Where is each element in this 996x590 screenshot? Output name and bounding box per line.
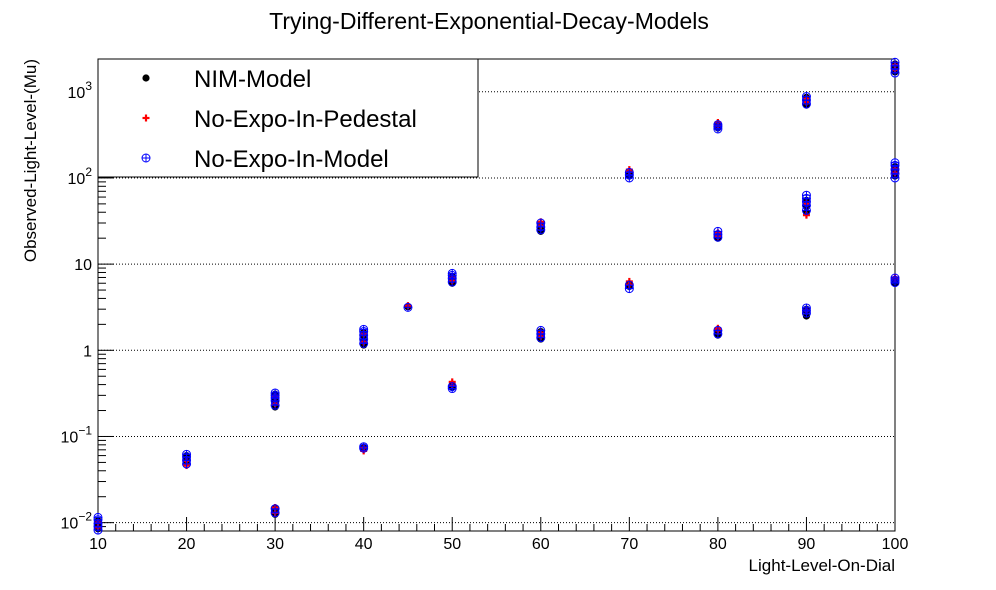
data-point <box>624 167 634 177</box>
x-tick-label: 60 <box>532 536 550 553</box>
x-tick-label: 50 <box>443 536 461 553</box>
y-tick-label: 10−1 <box>61 423 93 446</box>
y-tick-label: 103 <box>68 79 93 102</box>
plot-frame <box>97 58 896 532</box>
data-point <box>801 303 811 313</box>
legend: NIM-Model No-Expo-In-Pedestal No-Expo-In-M… <box>97 58 479 178</box>
x-tick-label: 10 <box>89 536 107 553</box>
x-tick-label: 80 <box>709 536 727 553</box>
x-tick-label: 40 <box>355 536 373 553</box>
x-tick-label: 100 <box>882 536 909 553</box>
data-point <box>403 302 413 312</box>
data-points <box>93 57 900 535</box>
legend-marker <box>142 114 150 122</box>
x-tick-label: 30 <box>266 536 284 553</box>
data-point <box>270 388 280 398</box>
x-axis-title: Light-Level-On-Dial <box>749 556 895 575</box>
x-axis: 10 20 30 40 50 60 70 80 90 100 <box>89 517 908 553</box>
data-point <box>447 382 457 392</box>
legend-marker <box>141 153 151 163</box>
data-point <box>801 190 811 200</box>
series-No-Expo-In-Model <box>93 57 900 535</box>
data-point <box>713 120 723 130</box>
legend-marker <box>142 74 150 82</box>
data-point <box>93 512 103 522</box>
x-tick-label: 20 <box>178 536 196 553</box>
data-point <box>359 324 369 334</box>
x-tick-label: 90 <box>798 536 816 553</box>
y-tick-label: 102 <box>68 165 93 188</box>
data-point <box>713 226 723 236</box>
data-point <box>182 449 192 459</box>
data-point <box>359 442 369 452</box>
y-tick-label: 10 <box>74 257 92 274</box>
y-axis: 10−2 10−1 1 10 102 103 <box>61 65 114 533</box>
data-point <box>890 158 900 168</box>
data-point <box>624 280 634 290</box>
data-point <box>890 57 900 67</box>
chart-title: Trying-Different-Exponential-Decay-Model… <box>269 8 709 34</box>
data-point <box>536 218 546 228</box>
y-tick-label: 10−2 <box>61 510 93 533</box>
y-axis-title: Observed-Light-Level-(Mu) <box>21 59 40 262</box>
legend-box <box>97 58 479 178</box>
data-point <box>447 268 457 278</box>
data-point <box>713 325 723 335</box>
y-tick-label: 1 <box>83 343 92 360</box>
data-point <box>890 273 900 283</box>
data-point <box>801 92 811 102</box>
legend-label: No-Expo-In-Model <box>194 146 389 173</box>
data-point <box>270 504 280 514</box>
data-point <box>536 325 546 335</box>
legend-label: NIM-Model <box>194 66 311 93</box>
x-tick-label: 70 <box>620 536 638 553</box>
legend-label: No-Expo-In-Pedestal <box>194 106 417 133</box>
